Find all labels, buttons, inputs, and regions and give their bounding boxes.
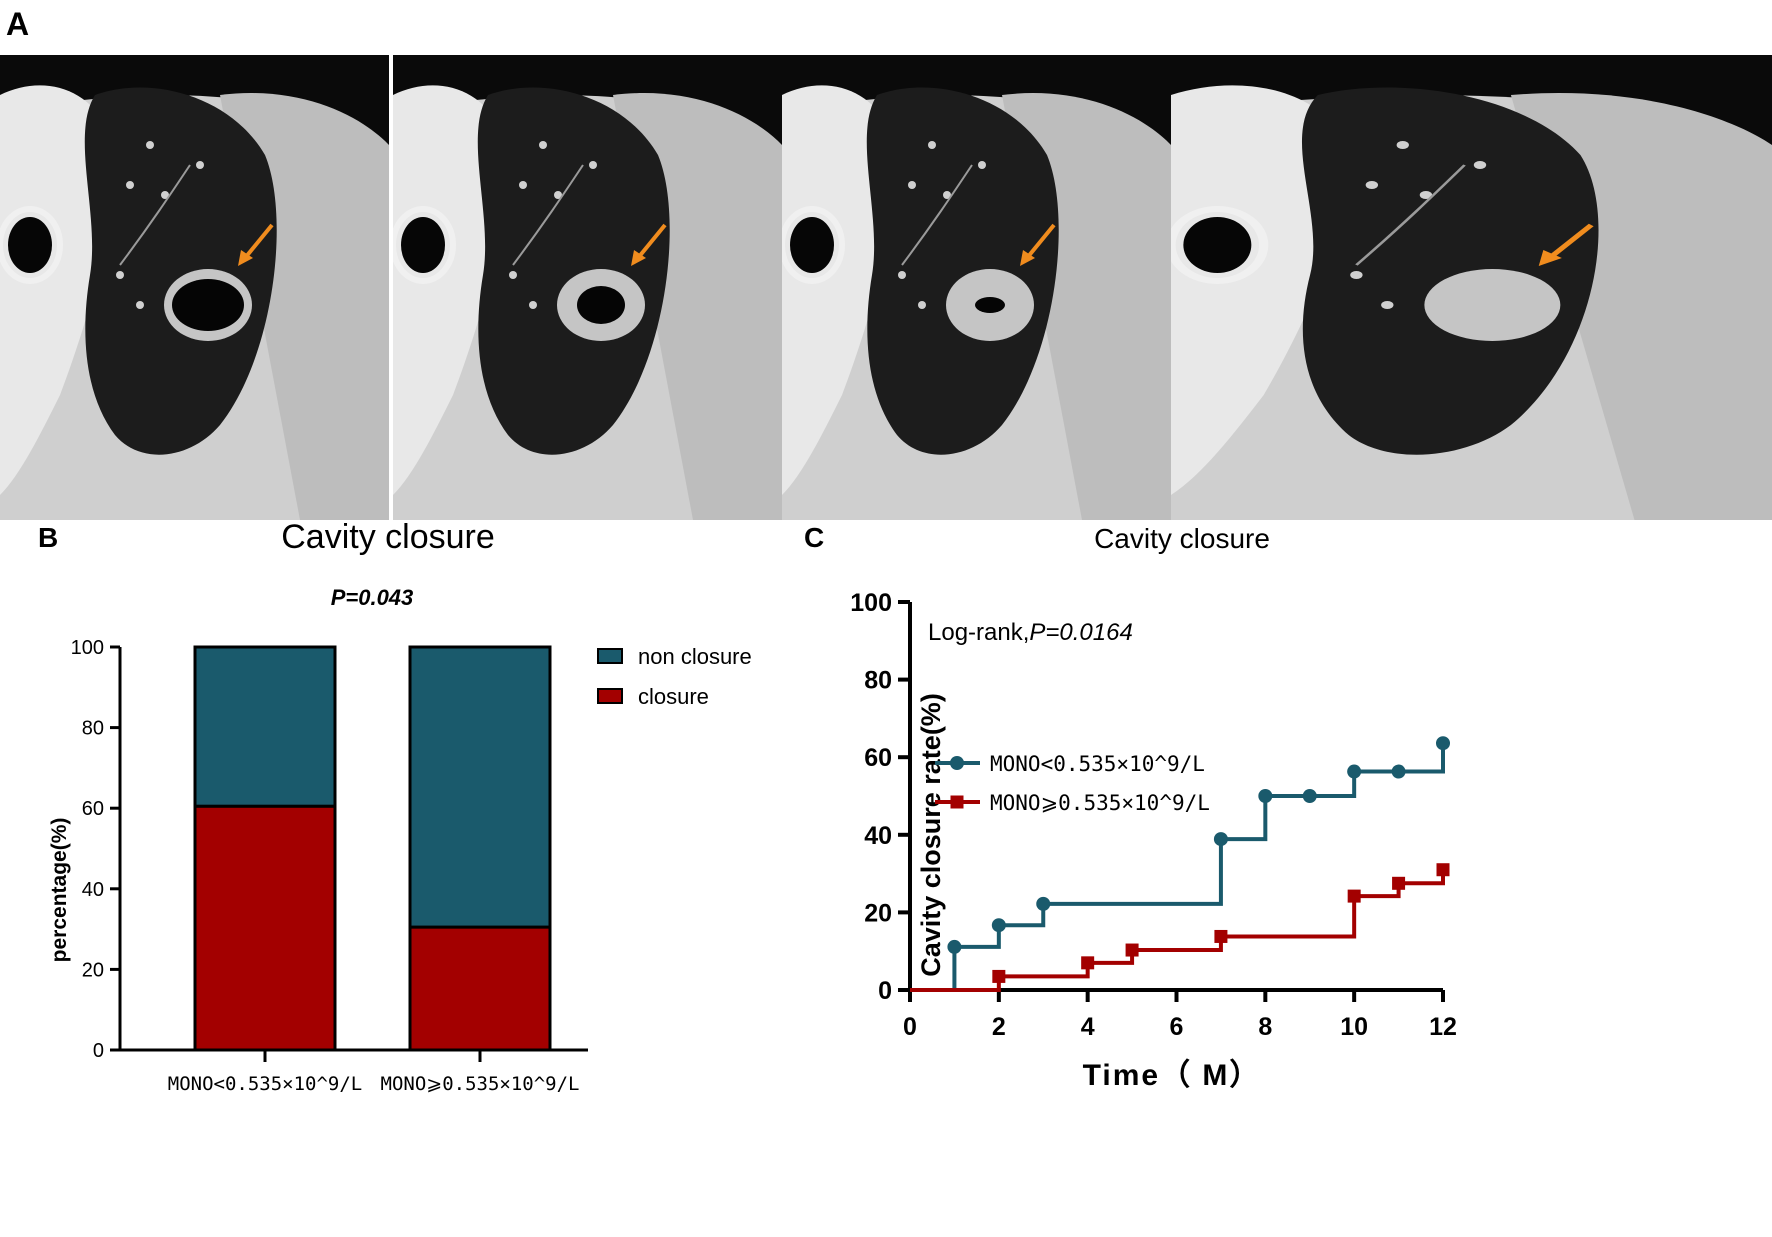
legend-swatch — [597, 648, 623, 664]
ct-image-row — [0, 55, 1772, 520]
data-point — [1302, 789, 1317, 803]
data-point — [1391, 764, 1406, 779]
y-tick-label: 40 — [82, 879, 104, 901]
panel-label-b: B — [38, 522, 59, 553]
x-axis-label: Time（ M） — [1083, 1058, 1262, 1092]
x-tick-label: 8 — [1258, 1013, 1272, 1041]
legend-label: closure — [638, 684, 709, 709]
x-tick-label: MONO<0.535×10^9/L — [168, 1073, 362, 1095]
y-tick-label: 0 — [878, 977, 892, 1005]
chart-subtitle-p-value: P=0.043 — [331, 585, 414, 610]
x-tick-label: 10 — [1340, 1013, 1368, 1041]
legend-label: MONO⩾0.535×10^9/L — [990, 791, 1210, 815]
y-tick-label: 0 — [93, 1040, 104, 1062]
data-point — [1392, 876, 1406, 890]
ct-scan-1 — [0, 55, 389, 520]
data-point — [1347, 889, 1361, 903]
data-point — [1036, 896, 1051, 911]
stacked-bar-chart: Cavity closure P=0.043 percentage(%) 0 20… — [48, 518, 752, 1095]
legend-label: MONO<0.535×10^9/L — [990, 752, 1205, 776]
y-tick-label: 100 — [850, 589, 892, 617]
log-rank-annotation: Log-rank,P=0.0164 — [928, 619, 1133, 646]
y-tick-label: 20 — [82, 959, 104, 981]
data-point — [1436, 736, 1450, 751]
panel-label-c: C — [804, 522, 825, 553]
bar-segment-non-closure — [193, 645, 337, 808]
km-line-series-1 — [910, 743, 1445, 992]
data-point — [1258, 789, 1273, 803]
bar-segment-closure — [408, 925, 552, 1052]
data-point — [1125, 943, 1139, 957]
x-tick-label: 2 — [992, 1013, 1006, 1041]
ct-scan-3 — [782, 55, 1171, 520]
km-curve-chart: Cavity closure Cavity closure rate(%) Ti… — [850, 523, 1457, 1092]
x-tick-label: MONO⩾0.535×10^9/L — [381, 1073, 580, 1095]
ct-scan-2 — [393, 55, 782, 520]
y-tick-label: 60 — [82, 798, 104, 820]
data-point — [991, 918, 1006, 933]
y-tick-label: 80 — [864, 667, 892, 695]
data-point — [1347, 764, 1362, 779]
lesion-arrow-icon — [238, 223, 274, 266]
y-tick-label: 20 — [864, 899, 892, 927]
legend-marker — [950, 795, 964, 809]
bar-segment-closure — [193, 804, 337, 1052]
ct-scan-4 — [1171, 55, 1772, 520]
data-point — [947, 939, 962, 954]
data-point — [1214, 929, 1228, 943]
legend-swatch — [597, 688, 623, 704]
data-point — [1081, 956, 1095, 970]
y-tick-label: 100 — [71, 637, 104, 659]
data-point — [992, 969, 1006, 983]
y-axis-label: Cavity closure rate(%) — [916, 693, 946, 977]
km-line-series-2 — [910, 869, 1445, 992]
log-rank-prefix: Log-rank, — [928, 619, 1029, 646]
x-tick-label: 12 — [1429, 1013, 1457, 1041]
y-tick-label: 80 — [82, 718, 104, 740]
lesion-arrow-icon — [1020, 223, 1056, 266]
bar-segment-non-closure — [408, 645, 552, 929]
legend-marker — [950, 756, 964, 770]
lesion-arrow-icon — [1538, 223, 1594, 266]
y-tick-label: 60 — [864, 744, 892, 772]
chart-title: Cavity closure — [1094, 523, 1270, 554]
x-tick-label: 4 — [1081, 1013, 1095, 1041]
chart-title: Cavity closure — [281, 518, 495, 556]
legend-label: non closure — [638, 644, 752, 669]
y-axis-label: percentage(%) — [48, 818, 71, 963]
y-tick-label: 40 — [864, 822, 892, 850]
log-rank-p-value: P=0.0164 — [1029, 619, 1132, 646]
x-tick-label: 0 — [903, 1013, 917, 1041]
lesion-arrow-icon — [631, 223, 667, 266]
x-tick-label: 6 — [1170, 1013, 1184, 1041]
data-point — [1436, 863, 1450, 877]
panel-label-a: A — [6, 6, 30, 42]
data-point — [1213, 832, 1228, 847]
